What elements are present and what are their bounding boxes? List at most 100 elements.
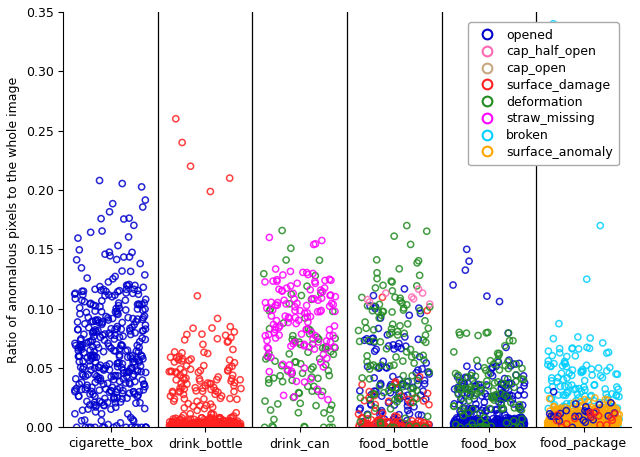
Point (422, 424, 433, 431)
Point (214, 421, 224, 428)
Point (212, 315, 223, 322)
Point (413, 286, 424, 293)
Point (204, 416, 214, 424)
Point (285, 244, 296, 252)
Point (212, 376, 222, 383)
Point (390, 424, 400, 431)
Point (479, 404, 489, 412)
Point (84, 401, 95, 409)
Point (105, 252, 115, 260)
Point (474, 424, 484, 431)
Point (602, 422, 612, 430)
Point (506, 424, 516, 431)
Point (289, 337, 300, 345)
Point (207, 416, 217, 424)
Point (422, 423, 432, 430)
Point (134, 301, 145, 308)
Point (262, 344, 273, 351)
Point (458, 412, 468, 419)
Point (500, 342, 510, 349)
Point (422, 307, 433, 314)
Point (594, 422, 604, 430)
Point (216, 423, 227, 430)
Point (168, 418, 178, 425)
Point (376, 361, 387, 369)
Point (395, 322, 405, 329)
Point (290, 339, 300, 346)
Point (225, 323, 236, 330)
Point (128, 315, 138, 322)
Point (128, 290, 138, 297)
Point (580, 405, 591, 412)
Point (232, 396, 242, 403)
Point (166, 367, 176, 375)
Point (214, 421, 224, 428)
Point (193, 420, 204, 428)
Point (545, 395, 555, 402)
Point (602, 350, 612, 357)
Point (555, 349, 565, 356)
Point (580, 420, 590, 427)
Point (409, 424, 419, 431)
Point (591, 418, 601, 425)
Point (195, 377, 205, 385)
Point (354, 424, 364, 431)
Point (469, 422, 479, 430)
Point (390, 412, 400, 420)
Point (365, 338, 375, 345)
Point (206, 414, 216, 421)
Point (230, 379, 240, 386)
Point (397, 420, 407, 427)
Point (381, 424, 391, 431)
Point (564, 370, 574, 377)
Point (372, 424, 383, 431)
Point (476, 384, 486, 392)
Point (198, 362, 209, 369)
Point (476, 421, 486, 429)
Point (604, 414, 614, 422)
Point (488, 419, 498, 426)
Point (179, 422, 189, 429)
Point (80, 424, 90, 431)
Point (456, 419, 466, 426)
Point (610, 420, 620, 427)
Point (606, 423, 616, 430)
Point (210, 391, 220, 398)
Point (314, 335, 324, 343)
Point (466, 420, 476, 427)
Point (236, 385, 246, 392)
Point (120, 379, 131, 387)
Point (608, 418, 618, 425)
Point (611, 392, 621, 399)
Point (90, 302, 100, 309)
Point (586, 406, 596, 413)
Point (70, 410, 80, 417)
Point (498, 382, 508, 389)
Point (465, 417, 476, 425)
Point (137, 301, 147, 308)
Point (564, 414, 575, 421)
Point (376, 314, 386, 322)
Point (132, 305, 143, 313)
Point (479, 424, 490, 431)
Point (369, 392, 380, 399)
Point (112, 360, 122, 367)
Point (504, 424, 515, 431)
Point (580, 377, 590, 384)
Point (395, 295, 405, 302)
Point (182, 362, 192, 369)
Point (584, 417, 594, 425)
Point (612, 415, 622, 422)
Point (607, 390, 617, 398)
Point (94, 319, 104, 326)
Point (364, 337, 374, 344)
Point (411, 369, 421, 377)
Point (570, 421, 580, 429)
Point (594, 409, 604, 417)
Point (132, 342, 142, 349)
Point (209, 418, 220, 425)
Point (571, 397, 581, 404)
Point (281, 300, 291, 308)
Point (227, 363, 237, 370)
Point (389, 345, 399, 353)
